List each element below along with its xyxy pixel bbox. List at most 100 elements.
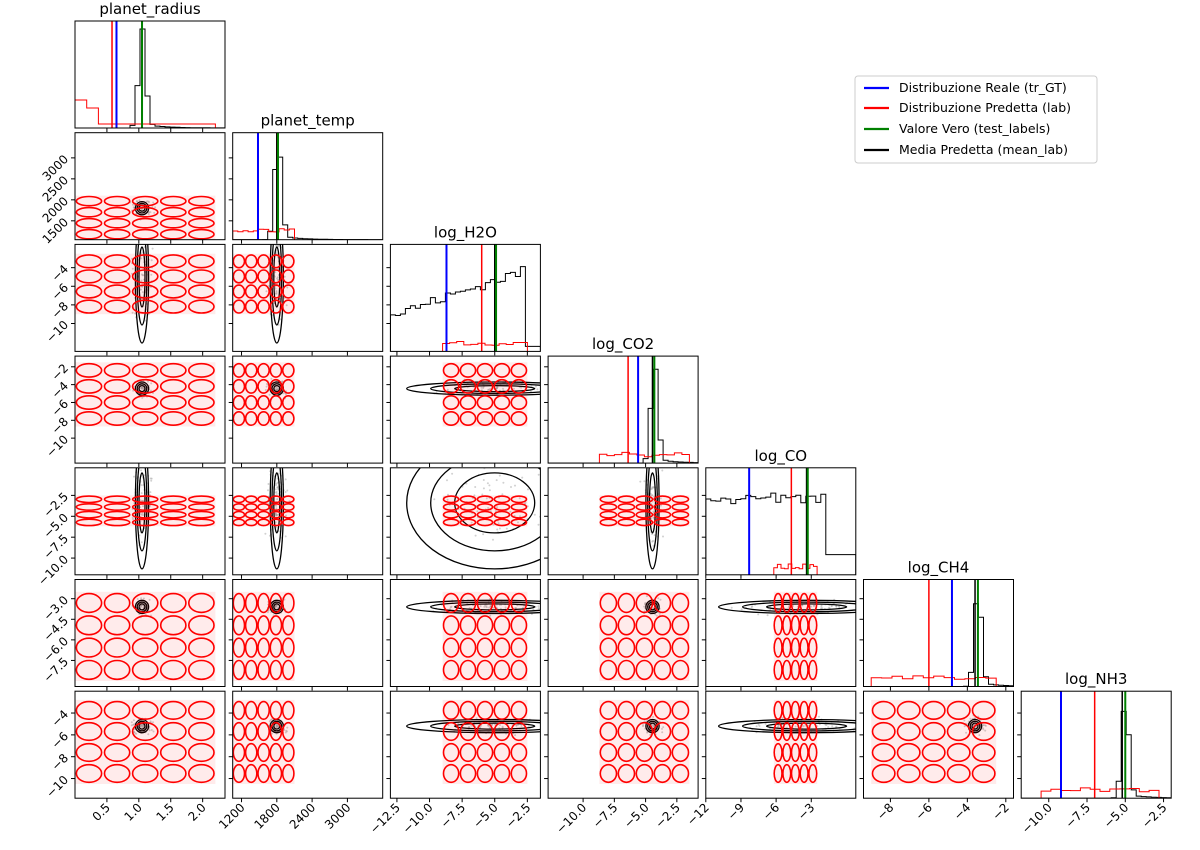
panel-log_CO-vs-log_CO: log_CO bbox=[701, 447, 857, 579]
contour-lab bbox=[257, 284, 270, 299]
x-tick-label: −3 bbox=[795, 800, 817, 822]
scatter-point bbox=[276, 726, 279, 729]
scatter-point bbox=[275, 389, 278, 392]
contour-lab bbox=[459, 592, 477, 614]
marginal-hist-lab-log_H2O bbox=[442, 340, 528, 352]
scatter-point bbox=[652, 486, 655, 488]
contour-lab bbox=[159, 592, 187, 614]
scatter-point bbox=[140, 604, 143, 607]
panel-planet_temp-vs-planet_temp: planet_temp bbox=[228, 112, 384, 244]
marginal-hist-mean-log_CO2 bbox=[548, 368, 699, 464]
contour-lab bbox=[75, 411, 103, 427]
scatter-point bbox=[479, 605, 482, 608]
panel-log_NH3-vs-log_CO: −12 −9 −6 −3 bbox=[684, 690, 857, 828]
scatter-point bbox=[283, 275, 286, 278]
contour-lab bbox=[459, 742, 477, 763]
scatter-point bbox=[276, 252, 279, 255]
contour-lab bbox=[257, 495, 270, 504]
panel-plot-area bbox=[1021, 691, 1172, 799]
scatter-point bbox=[644, 601, 647, 604]
contour-lab bbox=[799, 721, 809, 742]
scatter-point bbox=[501, 493, 504, 496]
panel-frame bbox=[232, 132, 384, 241]
scatter-point bbox=[274, 604, 277, 607]
scatter-point bbox=[982, 724, 985, 727]
contour-lab bbox=[971, 742, 996, 763]
contour-lab bbox=[459, 495, 477, 504]
scatter-point bbox=[139, 387, 142, 389]
scatter-point bbox=[521, 476, 524, 479]
scatter-point bbox=[135, 732, 138, 735]
scatter-point bbox=[810, 605, 812, 608]
scatter-point bbox=[274, 512, 277, 515]
scatter-point bbox=[551, 607, 553, 609]
contour-lab bbox=[493, 615, 511, 636]
contour-mean bbox=[406, 381, 541, 396]
scatter-point bbox=[542, 725, 544, 727]
scatter-point bbox=[274, 386, 277, 389]
contour-lab bbox=[269, 659, 283, 681]
contour-lab bbox=[808, 742, 818, 763]
contour-lab bbox=[75, 659, 103, 681]
contour-lab bbox=[75, 395, 103, 411]
scatter-point bbox=[501, 726, 504, 729]
contour-lab bbox=[103, 206, 131, 218]
scatter-point bbox=[275, 504, 278, 507]
scatter-point bbox=[433, 498, 436, 501]
contour-lab bbox=[257, 254, 270, 269]
contour-lab bbox=[188, 228, 215, 240]
panel-log_NH3-vs-log_H2O: −12.5−10.0 −7.5 −5.0 −2.5 bbox=[367, 690, 545, 836]
scatter-point bbox=[652, 544, 655, 547]
scatter-point bbox=[496, 385, 499, 388]
scatter-point bbox=[141, 274, 144, 277]
contour-lab bbox=[75, 269, 103, 284]
scatter-point bbox=[451, 472, 454, 475]
scatter-point bbox=[141, 291, 144, 294]
contour-lab bbox=[459, 510, 477, 519]
scatter-point bbox=[505, 527, 508, 530]
x-tick-label: 1.5 bbox=[153, 800, 176, 823]
contour-mean bbox=[269, 467, 285, 570]
scatter-point bbox=[276, 388, 279, 391]
contour-lab bbox=[281, 659, 295, 681]
scatter-point bbox=[147, 213, 150, 216]
contour-lab bbox=[269, 502, 283, 511]
scatter-point bbox=[152, 721, 154, 724]
scatter-point bbox=[543, 729, 545, 731]
marginal-hist-lab-planet_temp bbox=[232, 228, 295, 240]
title-log_CO: log_CO bbox=[754, 447, 807, 466]
contour-lab bbox=[159, 395, 187, 411]
contour-lab bbox=[799, 659, 809, 681]
contour-lab bbox=[103, 495, 131, 504]
contour-lab bbox=[103, 217, 131, 229]
contour-lab bbox=[232, 495, 246, 504]
contour-lab bbox=[921, 742, 946, 763]
scatter-point bbox=[486, 724, 489, 727]
scatter-point bbox=[275, 493, 278, 495]
contour-lab bbox=[799, 615, 809, 636]
contour-lab bbox=[808, 592, 818, 614]
contour-lab bbox=[617, 721, 636, 742]
scatter-point bbox=[133, 730, 135, 733]
contour-lab bbox=[281, 592, 295, 614]
x-tick-label: −6 bbox=[760, 800, 782, 822]
contour-lab bbox=[510, 615, 528, 636]
scatter-point bbox=[140, 724, 143, 727]
contour-lab bbox=[459, 518, 477, 527]
contour-lab bbox=[653, 495, 672, 504]
scatter-point bbox=[141, 396, 144, 399]
scatter-point bbox=[530, 385, 533, 388]
scatter-point bbox=[983, 724, 986, 727]
y-tick-label: −6 bbox=[49, 729, 71, 751]
scatter-point bbox=[825, 724, 828, 727]
scatter-point bbox=[284, 491, 287, 493]
contour-lab bbox=[459, 378, 477, 394]
scatter-point bbox=[482, 533, 485, 536]
contour-lab bbox=[773, 763, 783, 784]
scatter-point bbox=[502, 387, 504, 390]
contour-lab bbox=[257, 378, 270, 394]
panel-log_H2O-vs-log_H2O: log_H2O bbox=[386, 223, 541, 356]
scatter-point bbox=[275, 388, 278, 391]
scatter-point bbox=[274, 604, 277, 607]
